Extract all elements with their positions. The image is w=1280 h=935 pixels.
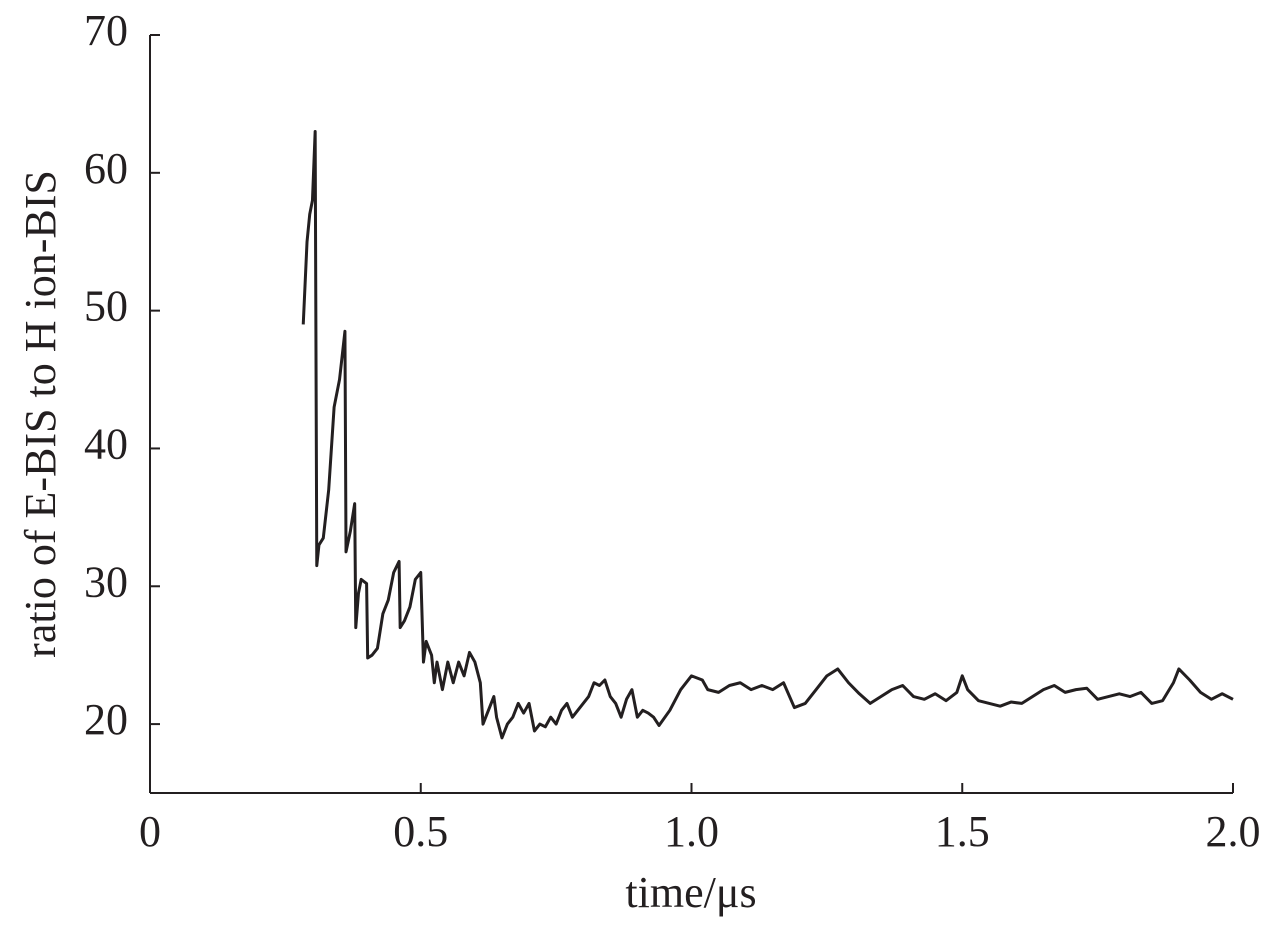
y-tick-label: 60 — [84, 144, 128, 193]
x-tick-label: 2.0 — [1206, 807, 1261, 856]
y-tick-label: 30 — [84, 557, 128, 606]
x-tick-label: 1.0 — [664, 807, 719, 856]
y-tick-label: 70 — [84, 6, 128, 55]
y-tick-label: 40 — [84, 420, 128, 469]
x-tick-label: 0 — [139, 807, 161, 856]
y-tick-label: 50 — [84, 282, 128, 331]
data-line — [301, 129, 1234, 740]
x-tick-label: 0.5 — [393, 807, 448, 856]
x-axis-title: time/μs — [625, 868, 756, 917]
y-axis-title: ratio of E-BIS to H ion-BIS — [16, 170, 65, 658]
y-tick-label: 20 — [84, 695, 128, 744]
x-tick-label: 1.5 — [935, 807, 990, 856]
